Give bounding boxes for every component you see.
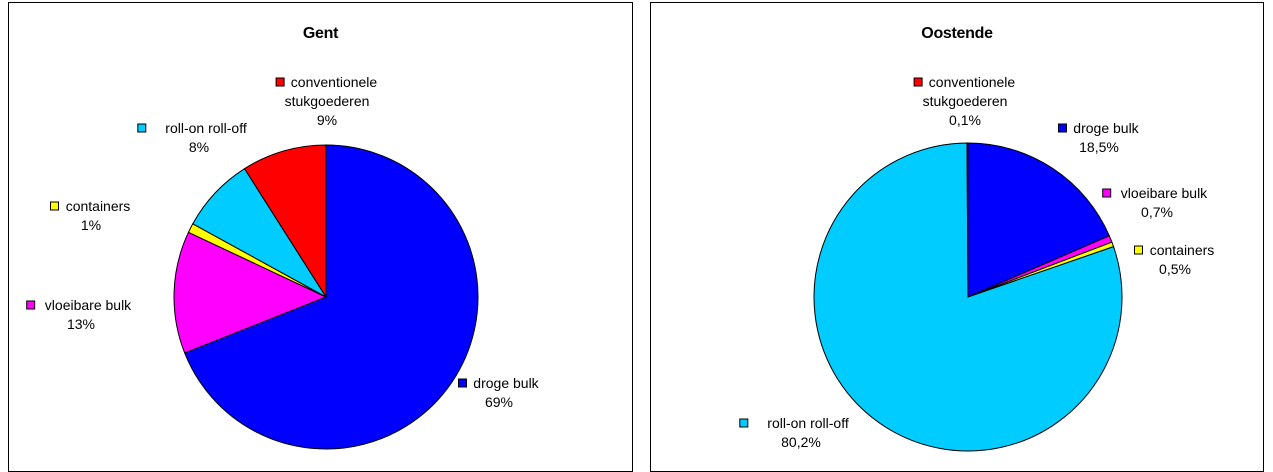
slice-category-label: droge bulk (1073, 120, 1139, 136)
pie-slice-conventionele-stukgoederen (966, 142, 969, 298)
slice-percentage-label: 0,7% (1141, 204, 1173, 220)
data-label-vloeibare-bulk: vloeibare bulk 0,7% (1102, 185, 1208, 220)
pie-chart-gent: droge bulk 69% vloeibare bulk 13% containers… (26, 74, 540, 450)
chart-title: Oostende (921, 25, 993, 42)
slice-category-label: stukgoederen (923, 93, 1008, 109)
slice-percentage-label: 8% (189, 139, 209, 155)
pie-slice-droge-bulk (967, 142, 1110, 298)
slice-percentage-label: 69% (485, 394, 513, 410)
chart-title: Gent (302, 25, 339, 42)
slice-category-label: conventionele (929, 74, 1016, 90)
data-label-containers: containers 1% (50, 198, 131, 233)
slice-percentage-label: 9% (317, 112, 337, 128)
slice-category-label: conventionele (291, 74, 378, 90)
slice-category-label: containers (66, 198, 131, 214)
data-label-roll-on-roll-off: roll-on roll-off 80,2% (739, 415, 849, 450)
data-label-droge-bulk: droge bulk 69% (458, 375, 540, 410)
legend-key (275, 77, 285, 87)
pie-slice-roll-on-roll-off (813, 142, 1123, 452)
legend-key (913, 77, 923, 87)
legend-key (137, 123, 147, 133)
slice-percentage-label: 0,1% (949, 112, 981, 128)
slice-category-label: vloeibare bulk (45, 297, 132, 313)
data-label-conventionele-stukgoederen: conventionele stukgoederen 9% (275, 74, 378, 128)
pie-slice-vloeibare-bulk (173, 231, 328, 354)
legend-key (1134, 245, 1143, 255)
slice-category-label: droge bulk (473, 375, 539, 391)
slice-category-label: roll-on roll-off (165, 120, 247, 136)
slice-percentage-label: 0,5% (1159, 261, 1191, 277)
pie-slice-droge-bulk (184, 144, 479, 450)
slice-category-label: roll-on roll-off (767, 415, 849, 431)
pie-chart-oostende: droge bulk 18,5% vloeibare bulk 0,7% contain… (739, 74, 1215, 452)
legend-key (1102, 188, 1112, 198)
legend-key (458, 378, 467, 388)
data-label-roll-on-roll-off: roll-on roll-off 8% (137, 120, 247, 155)
chart-panel-oostende: Oostende droge bulk 18,5% vloeibare bulk 0,… (650, 2, 1264, 472)
pie-slice-conventionele-stukgoederen (243, 144, 327, 299)
data-label-vloeibare-bulk: vloeibare bulk 13% (26, 297, 132, 332)
data-label-conventionele-stukgoederen: conventionele stukgoederen 0,1% (913, 74, 1016, 128)
legend-key (26, 300, 36, 310)
slice-percentage-label: 13% (67, 316, 95, 332)
data-label-containers: containers 0,5% (1134, 242, 1215, 277)
slice-percentage-label: 18,5% (1079, 139, 1119, 155)
legend-key (50, 201, 59, 211)
legend-key (739, 418, 749, 428)
slice-percentage-label: 80,2% (781, 434, 821, 450)
slice-category-label: containers (1150, 242, 1215, 258)
data-label-droge-bulk: droge bulk 18,5% (1058, 120, 1140, 155)
chart-panel-gent: Gent droge bulk 69% vloeibare bulk 13% conta… (8, 2, 633, 472)
slice-percentage-label: 1% (81, 217, 101, 233)
legend-key (1058, 123, 1067, 133)
slice-category-label: vloeibare bulk (1121, 185, 1208, 201)
slice-category-label: stukgoederen (285, 93, 370, 109)
